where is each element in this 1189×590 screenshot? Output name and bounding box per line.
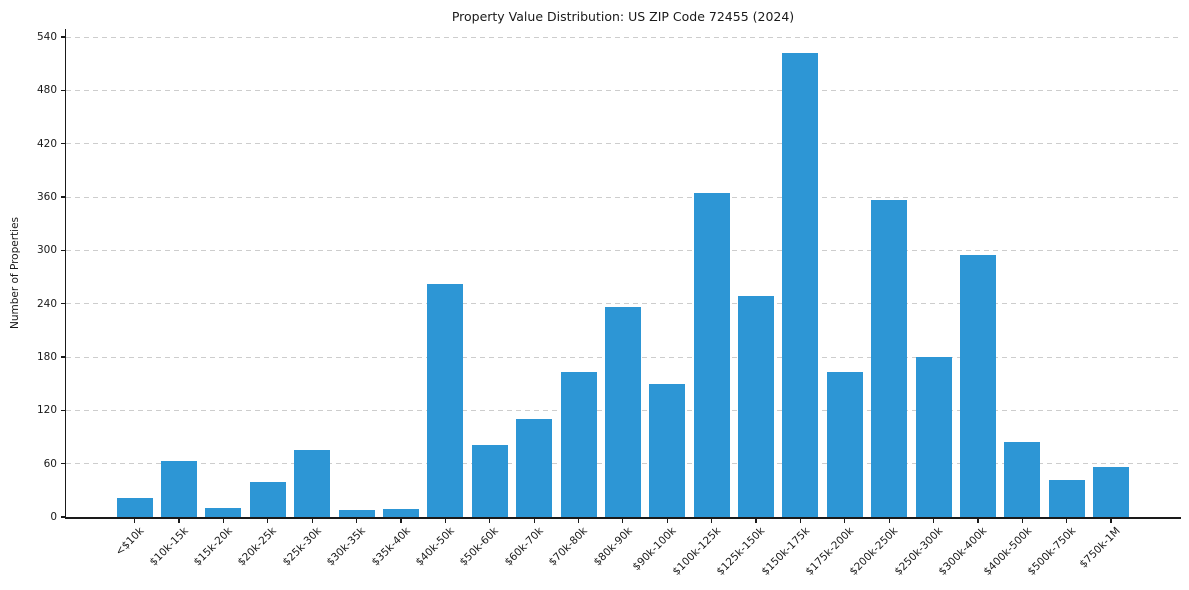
ytick-mark-480	[60, 89, 65, 91]
xtick-mark-$175k-200k	[844, 518, 846, 523]
ytick-mark-420	[60, 143, 65, 145]
xtick-mark-$30k-35k	[356, 518, 358, 523]
bar-$20k-25k	[249, 482, 286, 517]
ytick-mark-240	[60, 303, 65, 305]
gridline-y-540	[66, 36, 1180, 38]
bar-$60k-70k	[516, 419, 553, 517]
xtick-mark-$100k-125k	[711, 518, 713, 523]
ytick-label-0: 0	[50, 511, 57, 523]
gridline-y-360	[66, 196, 1180, 198]
y-axis-spine	[64, 29, 66, 519]
bar-$40k-50k	[427, 284, 464, 517]
ytick-mark-60	[60, 463, 65, 465]
xtick-mark-$15k-20k	[222, 518, 225, 523]
ytick-mark-180	[60, 356, 65, 358]
xtick-mark-$150k-175k	[799, 518, 801, 523]
x-axis-spine	[64, 517, 1181, 519]
xtick-mark-$35k-40k	[400, 518, 402, 523]
ytick-mark-540	[60, 36, 65, 38]
ytick-label-420: 420	[36, 137, 57, 150]
ytick-label-360: 360	[36, 191, 57, 203]
bar-$30k-35k	[338, 509, 375, 517]
bar-$90k-100k	[649, 383, 686, 517]
bar-$125k-150k	[738, 295, 775, 517]
xtick-mark-$70k-80k	[577, 518, 580, 523]
bar-$150k-175k	[782, 53, 819, 517]
bar-$25k-30k	[294, 450, 331, 517]
bar-$35k-40k	[382, 509, 419, 517]
gridline-y-480	[66, 89, 1180, 91]
xtick-mark-$90k-100k	[666, 518, 668, 523]
ytick-mark-120	[60, 409, 65, 411]
xtick-mark-$250k-300k	[932, 518, 935, 523]
xtick-mark-<$10k	[134, 518, 136, 523]
ytick-mark-360	[60, 196, 65, 198]
bar-$750k-1M	[1093, 467, 1130, 517]
xtick-mark-$200k-250k	[888, 518, 890, 523]
bar-$400k-500k	[1004, 442, 1041, 517]
bar-$70k-80k	[560, 372, 597, 517]
xtick-mark-$10k-15k	[178, 518, 180, 523]
ytick-label-300: 300	[36, 244, 57, 257]
bar-$100k-125k	[693, 193, 730, 517]
gridline-y-240	[66, 303, 1180, 305]
bar-$200k-250k	[871, 199, 908, 517]
xtick-mark-$40k-50k	[444, 518, 446, 523]
chart-title: Property Value Distribution: US ZIP Code…	[451, 9, 795, 24]
bar-$250k-300k	[915, 357, 952, 517]
gridline-y-300	[66, 249, 1180, 251]
gridline-y-420	[66, 143, 1180, 145]
ytick-mark-300	[60, 249, 65, 251]
ytick-label-60: 60	[43, 457, 57, 470]
ytick-label-120: 120	[36, 404, 57, 417]
bar-$15k-20k	[205, 508, 242, 517]
bar-$500k-750k	[1048, 479, 1085, 517]
ytick-label-540: 540	[36, 31, 57, 43]
xtick-mark-$60k-70k	[533, 518, 535, 523]
xtick-mark-$750k-1M	[1110, 518, 1112, 523]
xtick-mark-$300k-400k	[977, 518, 979, 523]
ytick-label-180: 180	[36, 351, 57, 363]
xtick-mark-$25k-30k	[311, 518, 313, 523]
xtick-mark-$80k-90k	[622, 518, 624, 523]
bar-<$10k	[116, 498, 153, 517]
bar-$80k-90k	[604, 307, 641, 517]
xtick-mark-$500k-750k	[1066, 518, 1068, 523]
xtick-mark-$50k-60k	[489, 518, 491, 523]
ytick-label-480: 480	[36, 84, 57, 97]
ytick-label-240: 240	[36, 297, 57, 310]
xtick-mark-$20k-25k	[267, 518, 269, 523]
xtick-mark-$125k-150k	[755, 518, 757, 523]
bar-$10k-15k	[161, 461, 198, 517]
bar-$50k-60k	[471, 445, 508, 517]
bar-$300k-400k	[959, 254, 996, 517]
bar-$175k-200k	[826, 372, 863, 517]
ytick-mark-0	[60, 516, 65, 518]
plot-area	[66, 29, 1180, 517]
xtick-mark-$400k-500k	[1021, 518, 1023, 523]
